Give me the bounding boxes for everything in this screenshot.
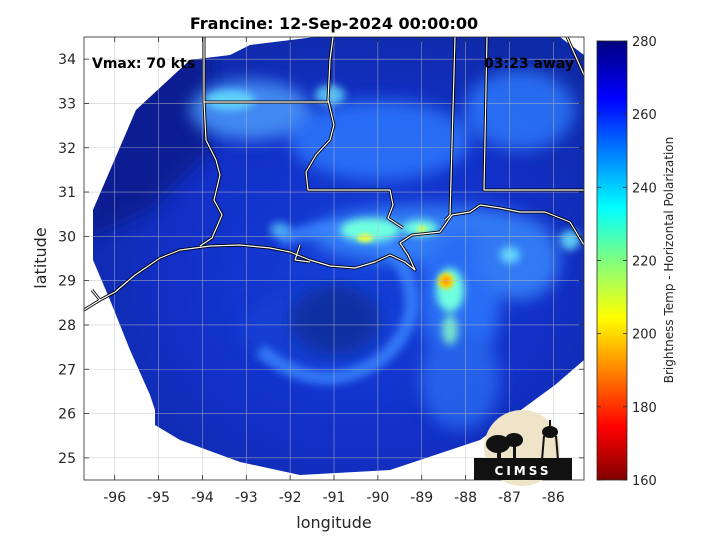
chart-title: Francine: 12-Sep-2024 00:00:00	[190, 14, 478, 33]
x-tick-label: -87	[498, 490, 521, 506]
x-tick-label: -88	[454, 490, 477, 506]
colorbar-tick-label: 260	[632, 108, 657, 123]
colorbar-tick-label: 160	[632, 474, 657, 489]
brightness-temperature-swath	[93, 37, 584, 475]
coastline-boundaries	[84, 37, 584, 312]
x-axis-label: longitude	[296, 513, 371, 532]
x-tick-label: -92	[279, 490, 302, 506]
time-away-annotation: 03:23 away	[484, 56, 574, 72]
x-tick-label: -90	[366, 490, 389, 506]
y-tick-label: 30	[58, 229, 76, 245]
y-tick-label: 28	[58, 318, 76, 334]
cimss-logo: CIMSS	[474, 410, 572, 486]
x-tick-label: -94	[191, 490, 214, 506]
y-tick-label: 31	[58, 185, 76, 201]
x-tick-label: -93	[235, 490, 258, 506]
x-tick-label: -91	[323, 490, 346, 506]
y-axis-label: latitude	[31, 227, 50, 288]
grid-lines	[84, 37, 584, 480]
vmax-annotation: Vmax: 70 kts	[92, 56, 195, 72]
x-tick-label: -89	[410, 490, 433, 506]
colorbar-tick-label: 180	[632, 401, 657, 416]
colorbar-label: Brightness Temp - Horizontal Polarizatio…	[662, 137, 676, 384]
x-tick-label: -86	[542, 490, 565, 506]
y-tick-label: 32	[58, 141, 76, 157]
x-tick-label: -96	[103, 490, 126, 506]
y-tick-label: 34	[58, 52, 76, 68]
logo-text: CIMSS	[495, 464, 552, 478]
y-tick-label: 29	[58, 274, 76, 290]
colorbar-tick-label: 200	[632, 328, 657, 343]
colorbar	[596, 40, 628, 481]
colorbar-tick-label: 220	[632, 255, 657, 270]
water-tower-icon	[542, 426, 558, 438]
x-tick-label: -95	[147, 490, 170, 506]
y-axis-ticks: 25 26 27 28 29 30 31 32 33 34	[58, 52, 584, 467]
y-tick-label: 25	[58, 451, 76, 467]
colorbar-tick-label: 240	[632, 181, 657, 196]
y-tick-label: 27	[58, 362, 76, 378]
y-tick-label: 33	[58, 96, 76, 112]
y-tick-label: 26	[58, 407, 76, 423]
colorbar-tick-label: 280	[632, 35, 657, 50]
colorbar-ticks: 160 180 200 220 240 260 280	[597, 35, 657, 489]
